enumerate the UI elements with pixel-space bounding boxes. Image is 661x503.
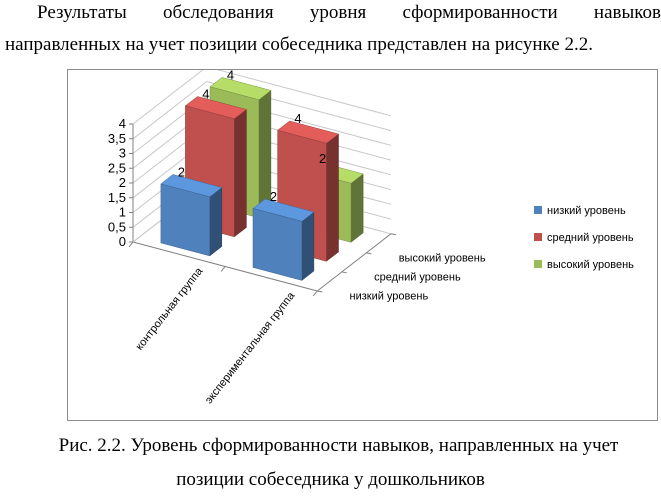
category-label: контрольная группа [134, 265, 206, 353]
gridline [132, 95, 392, 154]
legend-item: низкий уровень [534, 205, 626, 217]
x-axis-tick-mark [128, 241, 134, 248]
data-label: 2 [270, 189, 277, 204]
gridline [132, 70, 392, 125]
legend-item: средний уровень [534, 232, 634, 244]
depth-label: низкий уровень [350, 291, 429, 303]
paragraph-word: Результаты [37, 2, 127, 23]
data-label: 4 [227, 70, 234, 83]
bar-side-face [234, 108, 247, 238]
legend-swatch [534, 260, 542, 268]
y-axis-ticks: 00,511,522,533,54 [108, 116, 133, 249]
depth-axis-line [316, 233, 392, 292]
figure-caption-line-1: Рис. 2.2. Уровень сформированности навык… [58, 435, 619, 456]
bar-1-1 [160, 174, 223, 257]
bar-2-1 [252, 198, 315, 281]
y-tick-label: 0,5 [108, 219, 126, 234]
bar-side-face [301, 211, 315, 281]
y-tick-label: 3 [119, 146, 126, 161]
y-tick-label: 4 [119, 116, 126, 131]
depth-axis-tick-mark [341, 271, 347, 274]
legend-label: средний уровень [547, 232, 634, 244]
paragraph-line-2: направленных на учет позиции собеседника… [5, 34, 593, 55]
depth-axis-tick-mark [390, 233, 397, 236]
data-label: 4 [202, 87, 209, 102]
bar-front-face [252, 208, 303, 281]
x-axis-tick-mark [220, 266, 226, 272]
y-tick-label: 1 [119, 205, 126, 220]
legend-swatch [534, 206, 542, 214]
bar-side-face [326, 133, 339, 262]
paragraph-line-1: Результаты обследования уровня сформиров… [0, 2, 661, 24]
bar-side-face [350, 173, 364, 243]
data-labels: 4 2 4 4 2 2 [178, 70, 326, 204]
paragraph-word: сформированности [402, 2, 558, 23]
y-tick-label: 3,5 [108, 131, 126, 146]
depth-label: средний уровень [374, 271, 461, 283]
y-tick-label: 0 [119, 234, 126, 249]
x-axis-tick-mark [312, 290, 318, 297]
data-label: 4 [294, 111, 301, 126]
gridline [132, 80, 392, 140]
paragraph-word: обследования [162, 2, 274, 23]
y-tick-label: 1,5 [108, 190, 126, 205]
paragraph-word: навыков [593, 2, 661, 23]
bar-side-face [209, 186, 223, 257]
y-tick-label: 2,5 [108, 160, 126, 175]
chart-legend: низкий уровень средний уровень высокий уро… [534, 205, 634, 271]
legend-label: высокий уровень [547, 259, 634, 271]
depth-label: высокий уровень [399, 252, 486, 264]
legend-swatch [534, 233, 542, 241]
depth-axis-tick-mark [366, 252, 372, 255]
depth-axis-labels: низкий уровень средний уровень высокий уро… [350, 252, 486, 302]
legend-label: низкий уровень [547, 205, 626, 217]
figure-caption-line-2: позиции собеседника у дошкольников [176, 469, 485, 490]
depth-axis-tick-mark [317, 290, 323, 293]
legend-item: высокий уровень [534, 259, 634, 271]
bar-front-face [160, 183, 211, 257]
y-tick-label: 2 [119, 175, 126, 190]
data-label: 2 [319, 151, 326, 166]
category-label: экспериментальная группа [203, 289, 298, 406]
data-label: 2 [178, 165, 185, 180]
paragraph-word: уровня [309, 2, 367, 23]
chart-bars [160, 77, 364, 281]
